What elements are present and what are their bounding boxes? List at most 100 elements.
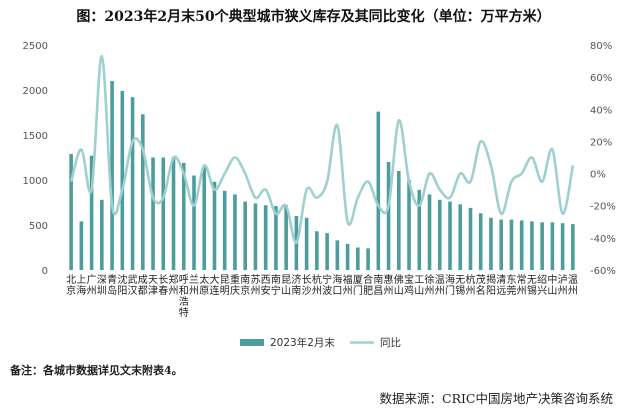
category-label: 深圳 <box>97 274 107 297</box>
bar <box>335 240 340 270</box>
category-label: 福州 <box>343 273 353 297</box>
bar <box>366 248 370 270</box>
bar <box>427 194 432 270</box>
bar <box>89 155 94 270</box>
bar <box>571 224 575 270</box>
bar <box>192 175 196 270</box>
data-source: 数据来源：CRIC中国房地产决策咨询系统 <box>379 391 613 406</box>
category-label: 太原 <box>199 273 209 297</box>
category-label: 兰州 <box>189 273 199 297</box>
category-label: 成都 <box>138 274 148 297</box>
bar <box>417 189 422 270</box>
category-label: 佛山 <box>394 273 404 297</box>
left-axis-tick-label: 2000 <box>23 86 48 97</box>
category-label: 宝鸡 <box>404 273 414 297</box>
category-label: 绍兴 <box>537 273 547 297</box>
bar <box>397 171 401 270</box>
legend-label-line: 同比 <box>380 336 401 349</box>
bar <box>489 217 493 270</box>
series-line-yoy <box>69 54 575 244</box>
category-label: 天津 <box>148 275 158 297</box>
right-axis-tick-label: 80% <box>590 41 612 52</box>
category-label: 无锡 <box>527 275 537 297</box>
bar <box>448 201 452 270</box>
bar <box>386 162 391 270</box>
right-axis-tick-label: -40% <box>590 234 616 245</box>
category-label: 徐州 <box>425 273 435 297</box>
bar <box>69 153 73 270</box>
bar <box>181 162 186 270</box>
bar <box>325 233 329 270</box>
bar <box>284 205 288 270</box>
category-label: 苏州 <box>250 273 260 297</box>
bar <box>550 222 555 270</box>
bar <box>468 207 473 270</box>
bar <box>79 221 84 270</box>
category-label: 茂名 <box>476 273 486 297</box>
category-label: 泸州 <box>558 274 568 297</box>
bar <box>202 165 207 270</box>
category-label: 温州 <box>568 274 578 297</box>
bar <box>499 219 503 270</box>
category-label: 北京 <box>66 274 76 297</box>
category-label: 大连 <box>209 273 219 297</box>
right-axis-tick-label: 40% <box>590 105 612 116</box>
bar <box>376 111 381 270</box>
bar <box>233 194 237 270</box>
left-axis-tick-label: 1500 <box>23 131 48 142</box>
category-label: 温州 <box>435 274 445 297</box>
bar <box>509 219 514 270</box>
bar <box>345 243 350 270</box>
right-axis-tick-label: -20% <box>590 202 616 213</box>
category-label: 长春 <box>158 274 168 297</box>
bar <box>530 221 534 270</box>
category-label: 沈阳 <box>117 273 127 297</box>
bar <box>540 222 544 270</box>
category-label: 青岛 <box>107 273 117 297</box>
bar <box>274 206 278 270</box>
right-axis-tick-label: 20% <box>590 137 612 148</box>
bar <box>130 97 135 270</box>
bar <box>407 180 411 270</box>
bar <box>253 203 258 270</box>
bar <box>560 223 565 270</box>
category-label: 武汉 <box>128 273 138 297</box>
category-label: 东莞 <box>506 273 516 297</box>
bar <box>478 213 483 270</box>
bar <box>458 204 463 270</box>
category-label: 杭州 <box>465 273 475 297</box>
category-label: 西安 <box>261 275 271 297</box>
category-label: 海门 <box>445 273 455 297</box>
category-label: 宁波 <box>322 273 332 297</box>
left-axis-tick-label: 1000 <box>23 176 48 187</box>
category-label: 惠州 <box>384 273 394 297</box>
category-label: 广州 <box>87 274 97 297</box>
bar <box>161 157 166 270</box>
category-label: 无锡 <box>455 275 465 297</box>
bar <box>356 247 360 270</box>
category-label: 昆山 <box>281 274 291 297</box>
bar <box>141 114 145 270</box>
category-label: 海口 <box>332 273 342 297</box>
legend-label-bar: 2023年2月末 <box>270 336 335 349</box>
category-label: 厦门 <box>353 274 363 297</box>
bar <box>151 157 155 270</box>
category-label: 昆明 <box>220 274 230 297</box>
category-label: 清远 <box>496 273 506 297</box>
bar <box>171 157 176 270</box>
left-axis-tick-label: 2500 <box>23 41 48 52</box>
footnote: 备注：各城市数据详见文末附表4。 <box>10 364 183 377</box>
category-label: 南京 <box>240 273 250 297</box>
legend-swatch-bar <box>240 339 264 346</box>
bar <box>120 90 125 271</box>
chart-svg: 0 500 1000 1500 2000 2500 -60% -40% -20% 0% 20% 40%… <box>23 41 616 349</box>
bar <box>437 199 442 270</box>
category-label: 郑州 <box>169 273 179 297</box>
category-label: 重庆 <box>230 273 240 297</box>
bar <box>212 181 217 270</box>
category-label: 合肥 <box>363 273 373 297</box>
bar <box>263 205 268 270</box>
category-label: 杭州 <box>312 273 322 297</box>
category-label: 南宁 <box>271 273 281 297</box>
